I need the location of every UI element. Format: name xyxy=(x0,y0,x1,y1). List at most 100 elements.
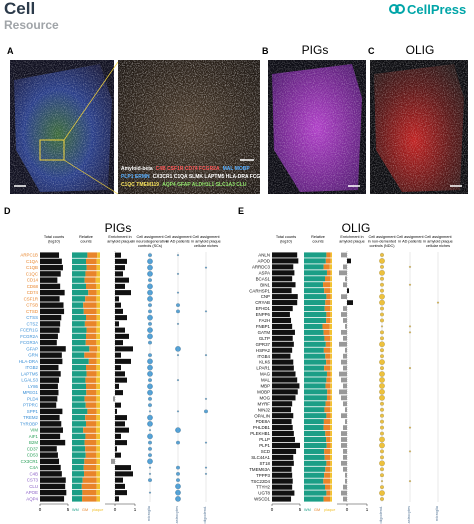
panel-letter: E xyxy=(238,206,244,216)
relative-count-segment xyxy=(304,448,325,454)
relative-count-segment xyxy=(96,414,100,421)
tissue-texture xyxy=(370,60,468,194)
enrichment-bar xyxy=(115,377,127,383)
gene-label: PHLDB1 xyxy=(253,425,271,430)
count-bar xyxy=(272,442,300,449)
gene-label: BIN1 xyxy=(260,282,270,287)
gene-label: TPPP3 xyxy=(256,473,270,478)
enrichment-bar xyxy=(341,377,347,383)
enrichment-bar xyxy=(345,478,347,484)
count-bar xyxy=(272,395,296,401)
relative-count-segment xyxy=(325,276,331,282)
enrichment-bar xyxy=(343,425,347,430)
gene-label: LGALS3 xyxy=(21,378,38,383)
relative-count-segment xyxy=(330,305,332,312)
count-bar xyxy=(272,401,293,407)
enrichment-bar xyxy=(115,252,121,258)
relative-count-segment xyxy=(86,364,97,371)
relative-count-segment xyxy=(330,341,332,347)
relative-count-segment xyxy=(72,289,89,296)
relative-count-segment xyxy=(72,414,86,421)
count-bar xyxy=(40,408,63,415)
gene-label: CTSB xyxy=(26,303,38,308)
relative-count-segment xyxy=(323,496,331,502)
relative-count-segment xyxy=(72,396,85,402)
gene-label: PLD4 xyxy=(27,396,39,401)
count-bar xyxy=(40,358,63,365)
gene-label: CTSD xyxy=(26,309,38,314)
relative-count-segment xyxy=(72,496,83,502)
gene-label: GLTP xyxy=(259,336,270,341)
dot-column-label: oligodend. xyxy=(203,506,207,524)
count-bar xyxy=(272,371,296,377)
relative-count-segment xyxy=(304,288,325,294)
enrichment-bar xyxy=(115,290,131,296)
legend-entry: PLP1 ERMN xyxy=(121,174,150,180)
relative-count-segment xyxy=(304,335,325,341)
enrichment-bar xyxy=(115,327,125,333)
gene-label: PLP1 xyxy=(259,443,270,448)
relative-count-segment xyxy=(85,446,97,452)
gene-label: CST3 xyxy=(27,478,39,483)
count-bar xyxy=(272,490,295,496)
gene-label: CD53 xyxy=(27,453,39,458)
count-bar xyxy=(40,289,65,296)
enrichment-bar xyxy=(341,443,347,448)
enrichment-bar xyxy=(341,437,347,442)
gene-label: TTYH2 xyxy=(256,485,270,490)
enrichment-bar xyxy=(115,483,125,489)
relative-count-segment xyxy=(72,458,85,465)
count-bar xyxy=(40,439,66,446)
relative-count-segment xyxy=(304,264,324,270)
relative-count-segment xyxy=(323,478,331,484)
enrichment-bar xyxy=(115,283,125,289)
relative-count-segment xyxy=(304,401,326,407)
count-bar xyxy=(272,347,293,353)
gene-label: WSCD1 xyxy=(254,497,270,502)
enrichment-bar xyxy=(115,352,121,358)
relative-count-segment xyxy=(96,308,100,315)
count-bar xyxy=(272,466,292,472)
gene-label: KLK6 xyxy=(259,360,270,365)
gene-label: CD74 xyxy=(27,290,39,295)
relative-count-segment xyxy=(324,305,331,312)
relative-count-segment xyxy=(330,478,332,484)
gene-label: GRN xyxy=(28,353,38,358)
count-bar xyxy=(272,335,293,341)
count-bar xyxy=(40,458,60,465)
enrichment-bar xyxy=(343,466,347,472)
tissue-texture xyxy=(268,60,366,194)
count-bar xyxy=(272,258,299,264)
relative-count-segment xyxy=(304,252,327,258)
enrichment-bar xyxy=(345,472,347,478)
relative-count-segment xyxy=(330,454,332,460)
relative-count-segment xyxy=(329,323,332,329)
count-bar xyxy=(272,413,294,419)
relative-count-segment xyxy=(326,460,331,466)
enrichment-bar xyxy=(345,407,347,413)
relative-count-segment xyxy=(304,359,327,365)
count-bar xyxy=(272,341,294,347)
relative-count-segment xyxy=(96,352,100,358)
enrichment-bar xyxy=(343,401,347,407)
relative-count-segment xyxy=(304,371,327,377)
relative-count-segment xyxy=(83,308,97,315)
relative-count-segment xyxy=(304,294,327,300)
gene-label: C4A xyxy=(29,465,38,470)
gene-label: PTPRC xyxy=(23,403,38,408)
gene-label: HSPA2 xyxy=(256,348,271,353)
enrichment-bar xyxy=(115,415,127,421)
relative-count-segment xyxy=(86,264,97,271)
relative-count-segment xyxy=(330,413,332,419)
enrichment-bar xyxy=(115,446,117,452)
relative-count-segment xyxy=(72,339,86,346)
gene-label: LPAR1 xyxy=(256,366,270,371)
relative-count-segment xyxy=(326,317,331,324)
gene-label: SCD xyxy=(261,449,270,454)
relative-count-segment xyxy=(87,252,98,258)
relative-count-segment xyxy=(96,321,100,327)
enrichment-bar xyxy=(115,471,133,477)
dot-column-label: astrocytes xyxy=(175,506,179,523)
legend-label: GM xyxy=(314,508,320,512)
relative-count-segment xyxy=(96,383,100,390)
